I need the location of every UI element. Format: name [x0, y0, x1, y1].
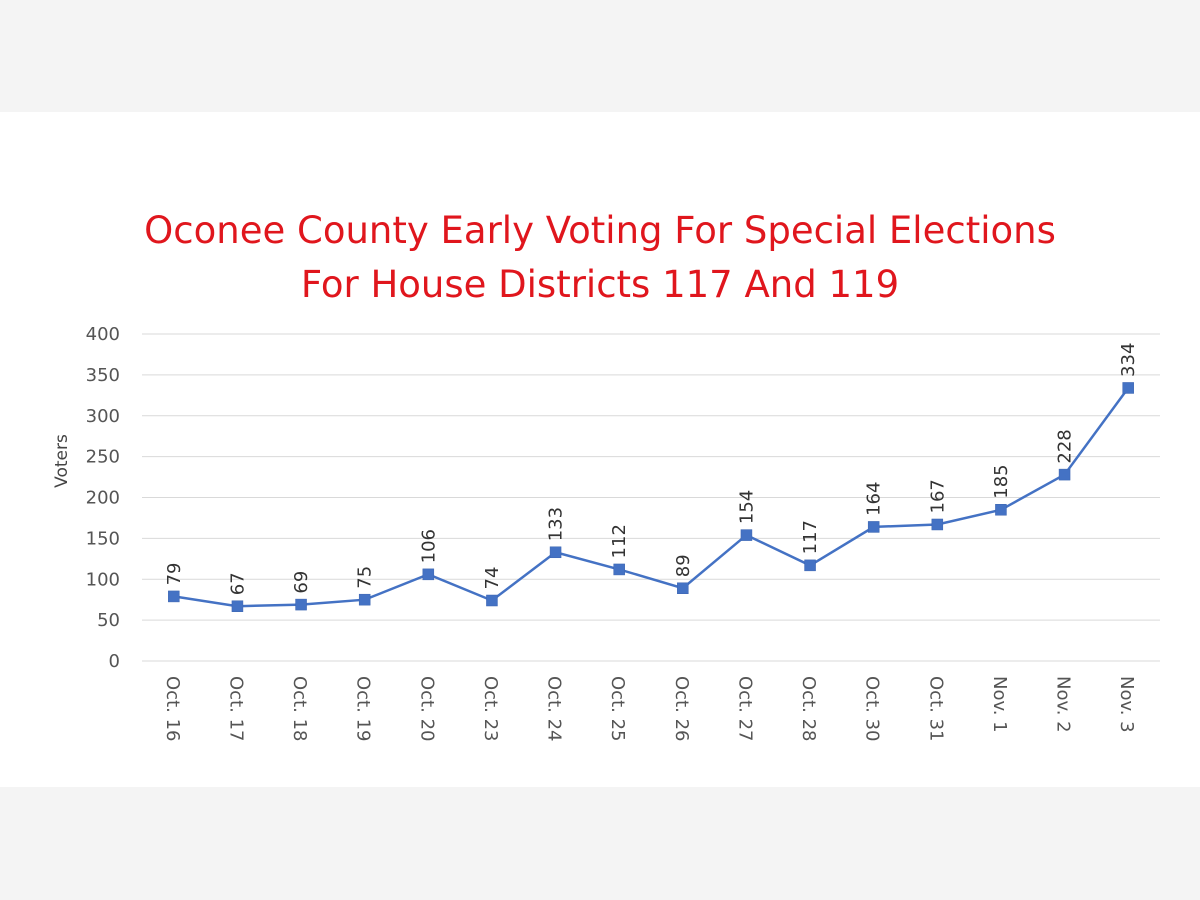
- data-point-marker: [867, 521, 880, 533]
- x-tick-label: Nov. 2: [1053, 676, 1074, 733]
- y-tick-label: 200: [86, 488, 120, 509]
- y-axis-ticks: 0 50 100 150 200 250 300 350 400: [86, 324, 120, 672]
- data-point-marker: [1122, 382, 1134, 394]
- x-tick-label: Nov. 3: [1116, 676, 1137, 733]
- data-point-marker: [1058, 468, 1071, 481]
- y-tick-label: 150: [86, 528, 120, 549]
- x-tick-label: Oct. 16: [162, 676, 183, 741]
- data-label: 74: [482, 567, 503, 590]
- series-markers: [168, 382, 1134, 612]
- x-tick-label: Oct. 17: [225, 676, 246, 741]
- data-point-marker: [422, 568, 435, 581]
- chart-title-line-2: For House Districts 117 And 119: [300, 263, 900, 306]
- data-point-marker: [677, 582, 689, 594]
- x-tick-label: Oct. 25: [607, 676, 628, 741]
- data-point-marker: [358, 593, 371, 606]
- data-label: 67: [227, 572, 248, 595]
- chart-title-line-1: Oconee County Early Voting For Special E…: [144, 209, 1056, 252]
- y-tick-label: 50: [97, 610, 120, 631]
- x-tick-label: Oct. 23: [480, 676, 501, 741]
- y-tick-label: 300: [86, 406, 120, 427]
- data-label: 117: [800, 520, 821, 554]
- x-tick-label: Nov. 1: [989, 676, 1010, 733]
- data-label: 167: [927, 479, 948, 513]
- data-point-marker: [995, 504, 1007, 516]
- x-axis-ticks: Oct. 16 Oct. 17 Oct. 18 Oct. 19 Oct. 20 Oct. …: [162, 676, 1137, 741]
- data-label: 106: [418, 529, 439, 563]
- x-tick-label: Oct. 19: [353, 676, 374, 741]
- y-tick-label: 400: [86, 324, 120, 345]
- data-point-marker: [168, 590, 180, 603]
- x-tick-label: Oct. 27: [734, 676, 755, 741]
- x-tick-label: Oct. 28: [798, 676, 819, 741]
- y-tick-label: 100: [86, 569, 120, 590]
- data-label: 164: [864, 482, 885, 516]
- data-label: 334: [1118, 343, 1139, 377]
- data-point-marker: [613, 563, 625, 576]
- chart-title: Oconee County Early Voting For Special E…: [0, 204, 1200, 312]
- y-axis-label: Voters: [52, 434, 72, 488]
- chart-background: [0, 112, 1200, 787]
- data-point-marker: [740, 529, 753, 541]
- data-label: 154: [736, 490, 757, 524]
- data-label: 89: [673, 554, 694, 577]
- y-tick-label: 250: [86, 447, 120, 468]
- x-tick-label: Oct. 26: [671, 676, 692, 741]
- data-label: 112: [609, 524, 630, 558]
- data-label: 228: [1055, 429, 1076, 463]
- data-point-marker: [804, 559, 816, 572]
- data-point-marker: [931, 518, 944, 531]
- x-tick-label: Oct. 30: [862, 676, 883, 741]
- data-point-marker: [295, 598, 307, 611]
- data-point-marker: [231, 600, 244, 612]
- data-point-marker: [549, 546, 562, 559]
- data-label: 133: [546, 507, 567, 541]
- x-tick-label: Oct. 24: [544, 676, 565, 741]
- data-label: 69: [291, 571, 312, 594]
- x-tick-label: Oct. 20: [416, 676, 437, 741]
- series-line: [173, 387, 1130, 608]
- data-label: 79: [164, 563, 185, 586]
- y-tick-label: 0: [109, 651, 120, 672]
- data-label: 75: [355, 566, 376, 589]
- x-tick-label: Oct. 31: [925, 676, 946, 741]
- data-labels: 79 67 69 75 106 74 133 112 89 154 117 164 167 185 228 3…: [164, 343, 1139, 596]
- gridlines: [142, 333, 1160, 662]
- data-point-marker: [486, 594, 498, 607]
- y-tick-label: 350: [86, 365, 120, 386]
- x-tick-label: Oct. 18: [289, 676, 310, 741]
- data-label: 185: [991, 464, 1012, 498]
